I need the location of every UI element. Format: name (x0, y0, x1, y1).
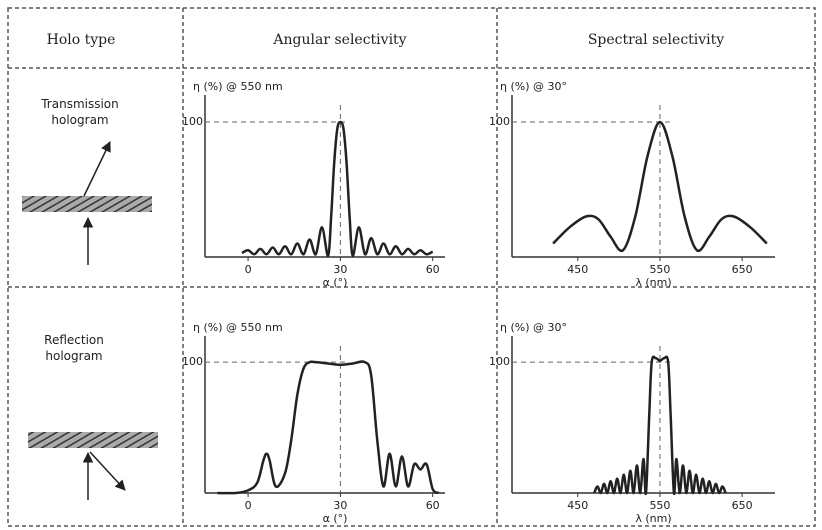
x-tick-label: 60 (426, 263, 440, 276)
y-axis-title: η (%) @ 30° (500, 80, 567, 93)
y-tick-label: 100 (182, 115, 203, 128)
header: Spectral selectivity (588, 32, 724, 48)
y-axis-title: η (%) @ 550 nm (193, 321, 283, 334)
x-tick-label: 30 (333, 263, 347, 276)
y-axis-title: η (%) @ 30° (500, 321, 567, 334)
y-tick-label: 100 (489, 355, 510, 368)
header: Holo type (47, 32, 116, 48)
y-axis-title: η (%) @ 550 nm (193, 80, 283, 93)
x-tick-label: 550 (649, 499, 670, 512)
curve (552, 120, 768, 253)
reflection-illustration (28, 432, 158, 500)
row-label: Reflection hologram (44, 333, 104, 363)
curve (593, 355, 727, 495)
row-label: Transmission hologram (41, 97, 119, 127)
x-tick-label: 450 (567, 499, 588, 512)
x-axis-title: λ (nm) (635, 276, 671, 289)
header: Angular selectivity (272, 32, 406, 48)
x-axis-title: λ (nm) (635, 512, 671, 525)
x-tick-label: 450 (567, 263, 588, 276)
x-axis-title: α (°) (323, 276, 348, 289)
x-tick-label: 550 (649, 263, 670, 276)
table-grid (7, 7, 816, 527)
x-tick-label: 650 (732, 263, 753, 276)
x-tick-label: 0 (245, 263, 252, 276)
y-tick-label: 100 (182, 355, 203, 368)
x-axis-title: α (°) (323, 512, 348, 525)
x-tick-label: 30 (333, 499, 347, 512)
curve (217, 360, 440, 495)
x-tick-label: 60 (426, 499, 440, 512)
x-tick-label: 0 (245, 499, 252, 512)
y-tick-label: 100 (489, 115, 510, 128)
transmission-illustration (22, 141, 152, 265)
x-tick-label: 650 (732, 499, 753, 512)
curve (241, 120, 434, 257)
